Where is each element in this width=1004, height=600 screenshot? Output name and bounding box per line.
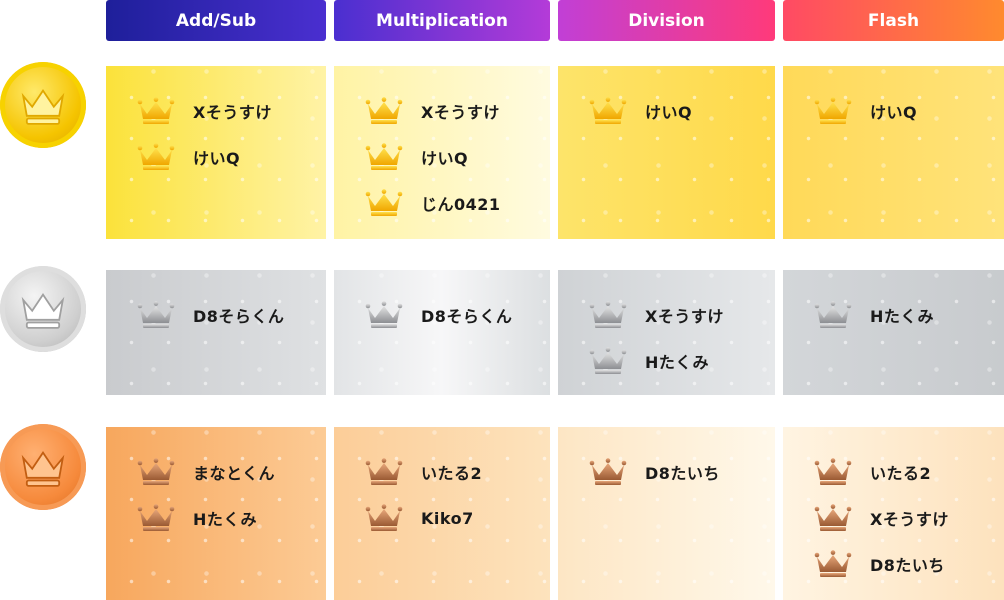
- bronze-crown-icon: [136, 504, 176, 532]
- list-item: Kiko7: [334, 495, 550, 541]
- crown-icon: [21, 450, 65, 487]
- gold-crown-icon: [136, 97, 176, 125]
- gold-crown-icon: [364, 97, 404, 125]
- list-item: D8そらくん: [106, 292, 326, 338]
- list-item: Xそうすけ: [783, 495, 1004, 541]
- gold-division-cell: けいQ: [558, 66, 775, 239]
- list-item: けいQ: [334, 134, 550, 180]
- silver-crown-icon: [588, 347, 628, 375]
- gold-crown-icon: [364, 189, 404, 217]
- bronze-multiplication-cell: いたる2 Kiko7: [334, 427, 550, 600]
- player-name: D8そらくん: [421, 307, 513, 326]
- bronze-crown-icon: [813, 504, 853, 532]
- list-item: D8そらくん: [334, 292, 550, 338]
- list-item: けいQ: [558, 88, 775, 134]
- player-name: D8たいち: [870, 556, 945, 575]
- header-division: Division: [558, 0, 775, 41]
- header-add-sub: Add/Sub: [106, 0, 326, 41]
- list-item: Hたくみ: [783, 292, 1004, 338]
- player-name: じん0421: [421, 195, 501, 214]
- player-name: いたる2: [421, 464, 483, 483]
- list-item: Xそうすけ: [558, 292, 775, 338]
- bronze-crown-icon: [364, 504, 404, 532]
- list-item: じん0421: [334, 180, 550, 226]
- player-name: Xそうすけ: [421, 103, 500, 122]
- crown-icon: [21, 292, 65, 329]
- player-name: まなとくん: [193, 464, 276, 483]
- bronze-add-sub-cell: まなとくん Hたくみ: [106, 427, 326, 600]
- player-name: いたる2: [870, 464, 932, 483]
- list-item: いたる2: [334, 449, 550, 495]
- gold-add-sub-cell: Xそうすけ けいQ: [106, 66, 326, 239]
- list-item: Xそうすけ: [106, 88, 326, 134]
- silver-add-sub-cell: D8そらくん: [106, 270, 326, 395]
- player-name: けいQ: [193, 149, 241, 168]
- header-flash: Flash: [783, 0, 1004, 41]
- player-name: Hたくみ: [193, 510, 258, 529]
- bronze-crown-icon: [364, 458, 404, 486]
- list-item: Hたくみ: [106, 495, 326, 541]
- gold-crown-icon: [588, 97, 628, 125]
- player-name: けいQ: [645, 103, 693, 122]
- list-item: けいQ: [106, 134, 326, 180]
- gold-crown-icon: [364, 143, 404, 171]
- gold-flash-cell: けいQ: [783, 66, 1004, 239]
- player-name: Xそうすけ: [645, 307, 724, 326]
- gold-multiplication-cell: Xそうすけ けいQ じん0421: [334, 66, 550, 239]
- bronze-crown-icon: [136, 458, 176, 486]
- player-name: Xそうすけ: [870, 510, 949, 529]
- silver-medal-icon: [0, 266, 86, 352]
- player-name: D8そらくん: [193, 307, 285, 326]
- bronze-crown-icon: [813, 550, 853, 578]
- list-item: いたる2: [783, 449, 1004, 495]
- bronze-flash-cell: いたる2 Xそうすけ D8たいち: [783, 427, 1004, 600]
- player-name: Hたくみ: [645, 353, 710, 372]
- list-item: D8たいち: [558, 449, 775, 495]
- silver-crown-icon: [364, 301, 404, 329]
- list-item: D8たいち: [783, 541, 1004, 587]
- list-item: Xそうすけ: [334, 88, 550, 134]
- crown-icon: [21, 88, 65, 125]
- gold-crown-icon: [813, 97, 853, 125]
- silver-multiplication-cell: D8そらくん: [334, 270, 550, 395]
- list-item: まなとくん: [106, 449, 326, 495]
- player-name: D8たいち: [645, 464, 720, 483]
- player-name: Hたくみ: [870, 307, 935, 326]
- bronze-crown-icon: [588, 458, 628, 486]
- bronze-medal-icon: [0, 424, 86, 510]
- silver-crown-icon: [588, 301, 628, 329]
- player-name: Kiko7: [421, 508, 474, 528]
- list-item: Hたくみ: [558, 338, 775, 384]
- player-name: けいQ: [870, 103, 918, 122]
- silver-division-cell: Xそうすけ Hたくみ: [558, 270, 775, 395]
- gold-medal-icon: [0, 62, 86, 148]
- silver-crown-icon: [813, 301, 853, 329]
- list-item: けいQ: [783, 88, 1004, 134]
- silver-flash-cell: Hたくみ: [783, 270, 1004, 395]
- bronze-crown-icon: [813, 458, 853, 486]
- bronze-division-cell: D8たいち: [558, 427, 775, 600]
- player-name: けいQ: [421, 149, 469, 168]
- gold-crown-icon: [136, 143, 176, 171]
- silver-crown-icon: [136, 301, 176, 329]
- player-name: Xそうすけ: [193, 103, 272, 122]
- header-multiplication: Multiplication: [334, 0, 550, 41]
